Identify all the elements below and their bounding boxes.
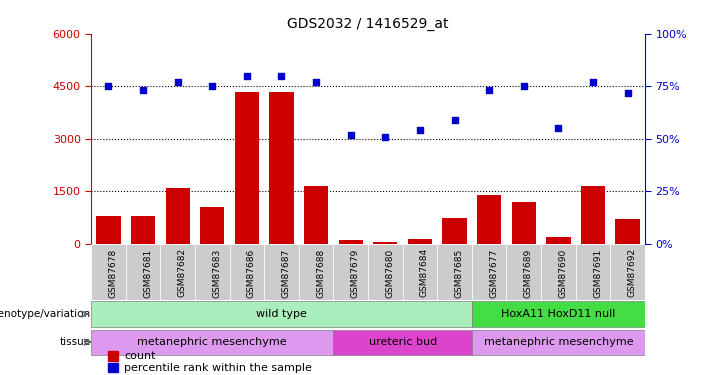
Bar [368,244,402,300]
Point [241,73,252,79]
Bar [541,244,576,300]
Bar [472,330,645,355]
Point [345,132,356,138]
Text: genotype/variation: genotype/variation [0,309,90,319]
Point [380,134,391,140]
Bar [91,330,334,355]
Point [137,87,149,93]
Bar [299,244,334,300]
Text: percentile rank within the sample: percentile rank within the sample [124,363,312,373]
Bar [125,244,161,300]
Text: GSM87679: GSM87679 [350,248,360,297]
Bar [108,351,118,361]
Text: GSM87680: GSM87680 [386,248,395,297]
Text: GSM87685: GSM87685 [454,248,463,297]
Text: GSM87678: GSM87678 [109,248,118,297]
Bar [477,195,501,244]
Text: metanephric mesenchyme: metanephric mesenchyme [484,337,633,347]
Point [518,83,529,89]
Text: GSM87687: GSM87687 [282,248,290,297]
Text: GSM87681: GSM87681 [143,248,152,297]
Title: GDS2032 / 1416529_at: GDS2032 / 1416529_at [287,17,449,32]
Bar [91,302,472,327]
Bar [615,219,640,244]
Text: GSM87682: GSM87682 [177,248,186,297]
Bar [96,216,121,244]
Bar [165,188,190,244]
Text: ureteric bud: ureteric bud [369,337,437,347]
Text: metanephric mesenchyme: metanephric mesenchyme [137,337,287,347]
Point [587,79,599,85]
Point [484,87,495,93]
Bar [581,186,605,244]
Bar [91,244,125,300]
Point [172,79,183,85]
Bar [131,216,155,244]
Point [207,83,218,89]
Text: HoxA11 HoxD11 null: HoxA11 HoxD11 null [501,309,615,319]
Point [449,117,460,123]
Bar [472,244,507,300]
Text: GSM87690: GSM87690 [559,248,567,297]
Bar [269,92,294,244]
Bar [576,244,611,300]
Bar [334,330,472,355]
Bar [373,242,397,244]
Bar [304,186,328,244]
Bar [264,244,299,300]
Bar [611,244,645,300]
Bar [161,244,195,300]
Text: count: count [124,351,156,361]
Bar [512,202,536,244]
Bar [108,363,118,372]
Point [553,125,564,131]
Text: GSM87677: GSM87677 [489,248,498,297]
Text: GSM87686: GSM87686 [247,248,256,297]
Bar [472,302,645,327]
Bar [200,207,224,244]
Text: GSM87683: GSM87683 [212,248,222,297]
Text: GSM87691: GSM87691 [593,248,602,297]
Text: GSM87684: GSM87684 [420,248,429,297]
Text: GSM87688: GSM87688 [316,248,325,297]
Bar [334,244,368,300]
Bar [507,244,541,300]
Bar [408,238,432,244]
Bar [437,244,472,300]
Bar [230,244,264,300]
Text: GSM87692: GSM87692 [627,248,637,297]
Bar [339,240,363,244]
Bar [442,217,467,244]
Point [103,83,114,89]
Point [311,79,322,85]
Point [622,90,633,96]
Text: tissue: tissue [60,337,90,347]
Bar [195,244,230,300]
Bar [235,92,259,244]
Bar [546,237,571,244]
Text: wild type: wild type [256,309,307,319]
Point [276,73,287,79]
Bar [402,244,437,300]
Point [414,128,426,134]
Text: GSM87689: GSM87689 [524,248,533,297]
